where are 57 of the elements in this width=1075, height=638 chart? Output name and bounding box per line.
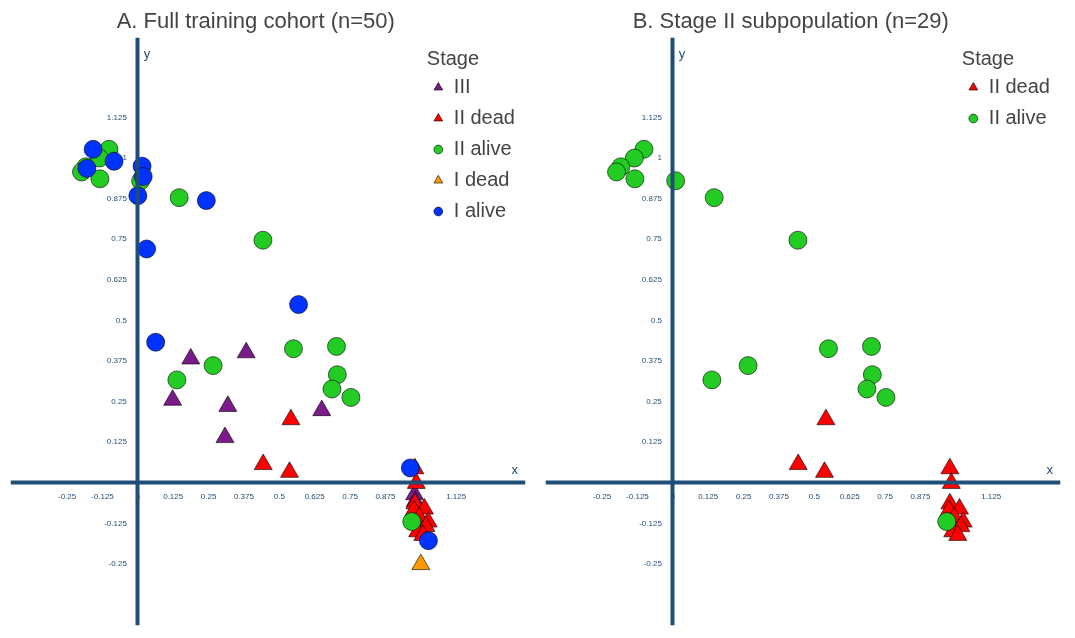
y-tick-label: 0.875	[641, 193, 663, 203]
x-tick-label: 0.125	[698, 491, 719, 501]
y-tick-label: 0.125	[641, 437, 663, 447]
x-tick-label: -0.25	[592, 491, 612, 501]
x-tick-label: -0.125	[91, 491, 115, 501]
x-tick-label: 0.875	[375, 491, 396, 501]
y-tick-label: -0.25	[108, 559, 128, 569]
y-tick-label: 0.625	[641, 275, 663, 285]
x-tick-label: 0.5	[808, 491, 821, 501]
y-tick-label: 1	[122, 153, 128, 163]
x-tick-label: -0.125	[626, 491, 650, 501]
x-tick-label: 0.75	[877, 491, 894, 501]
x-tick-label: -0.25	[57, 491, 77, 501]
y-axis-title: y	[678, 45, 686, 61]
x-tick-label: 1.125	[981, 491, 1002, 501]
chart-title: B. Stage II subpopulation (n=29)	[632, 7, 949, 33]
y-tick-label: 0.5	[115, 315, 128, 325]
x-tick-label: 1.125	[446, 491, 467, 501]
chart-title: A. Full training cohort (n=50)	[116, 7, 395, 33]
x-tick-label: 0.5	[273, 491, 286, 501]
x-tick-label: 0.375	[233, 491, 255, 501]
x-axis-title: x	[1046, 461, 1054, 477]
legend-label: III	[453, 75, 472, 98]
x-tick-label: 0.75	[342, 491, 359, 501]
y-tick-label: 0.25	[646, 396, 663, 406]
y-tick-label: 0.625	[106, 275, 128, 285]
legend-label: I dead	[453, 168, 510, 191]
x-tick-label: 0.625	[304, 491, 326, 501]
y-tick-label: -0.125	[639, 518, 663, 528]
y-tick-label: 0.75	[111, 234, 128, 244]
x-tick-label: 0.375	[768, 491, 790, 501]
x-tick-label: 0.125	[163, 491, 184, 501]
y-tick-label: 0.375	[641, 356, 663, 366]
y-tick-label: 0.25	[111, 396, 128, 406]
x-tick-label: 0.25	[200, 491, 217, 501]
legend-label: I alive	[453, 199, 507, 222]
y-tick-label: 0.375	[106, 356, 128, 366]
y-tick-label: 0.5	[650, 315, 663, 325]
legend-title: Stage	[961, 47, 1016, 70]
y-tick-label: -0.25	[643, 559, 663, 569]
y-tick-label: 1.125	[641, 112, 663, 122]
legend-label: II alive	[453, 137, 512, 160]
x-tick-label: 0.875	[910, 491, 931, 501]
x-axis-title: x	[511, 461, 519, 477]
y-tick-label: 1.125	[106, 112, 128, 122]
y-tick-label: 0.75	[646, 234, 663, 244]
legend-label: II dead	[453, 106, 515, 129]
x-tick-label: 0.625	[839, 491, 861, 501]
legend-label: II alive	[988, 106, 1047, 129]
legend-label: II dead	[988, 75, 1050, 98]
x-tick-label: 0.25	[735, 491, 752, 501]
y-tick-label: -0.125	[104, 518, 128, 528]
y-tick-label: 0.125	[106, 437, 128, 447]
y-axis-title: y	[143, 45, 151, 61]
y-tick-label: 0.875	[106, 193, 128, 203]
y-tick-label: 1	[657, 153, 663, 163]
legend-title: Stage	[426, 47, 481, 70]
